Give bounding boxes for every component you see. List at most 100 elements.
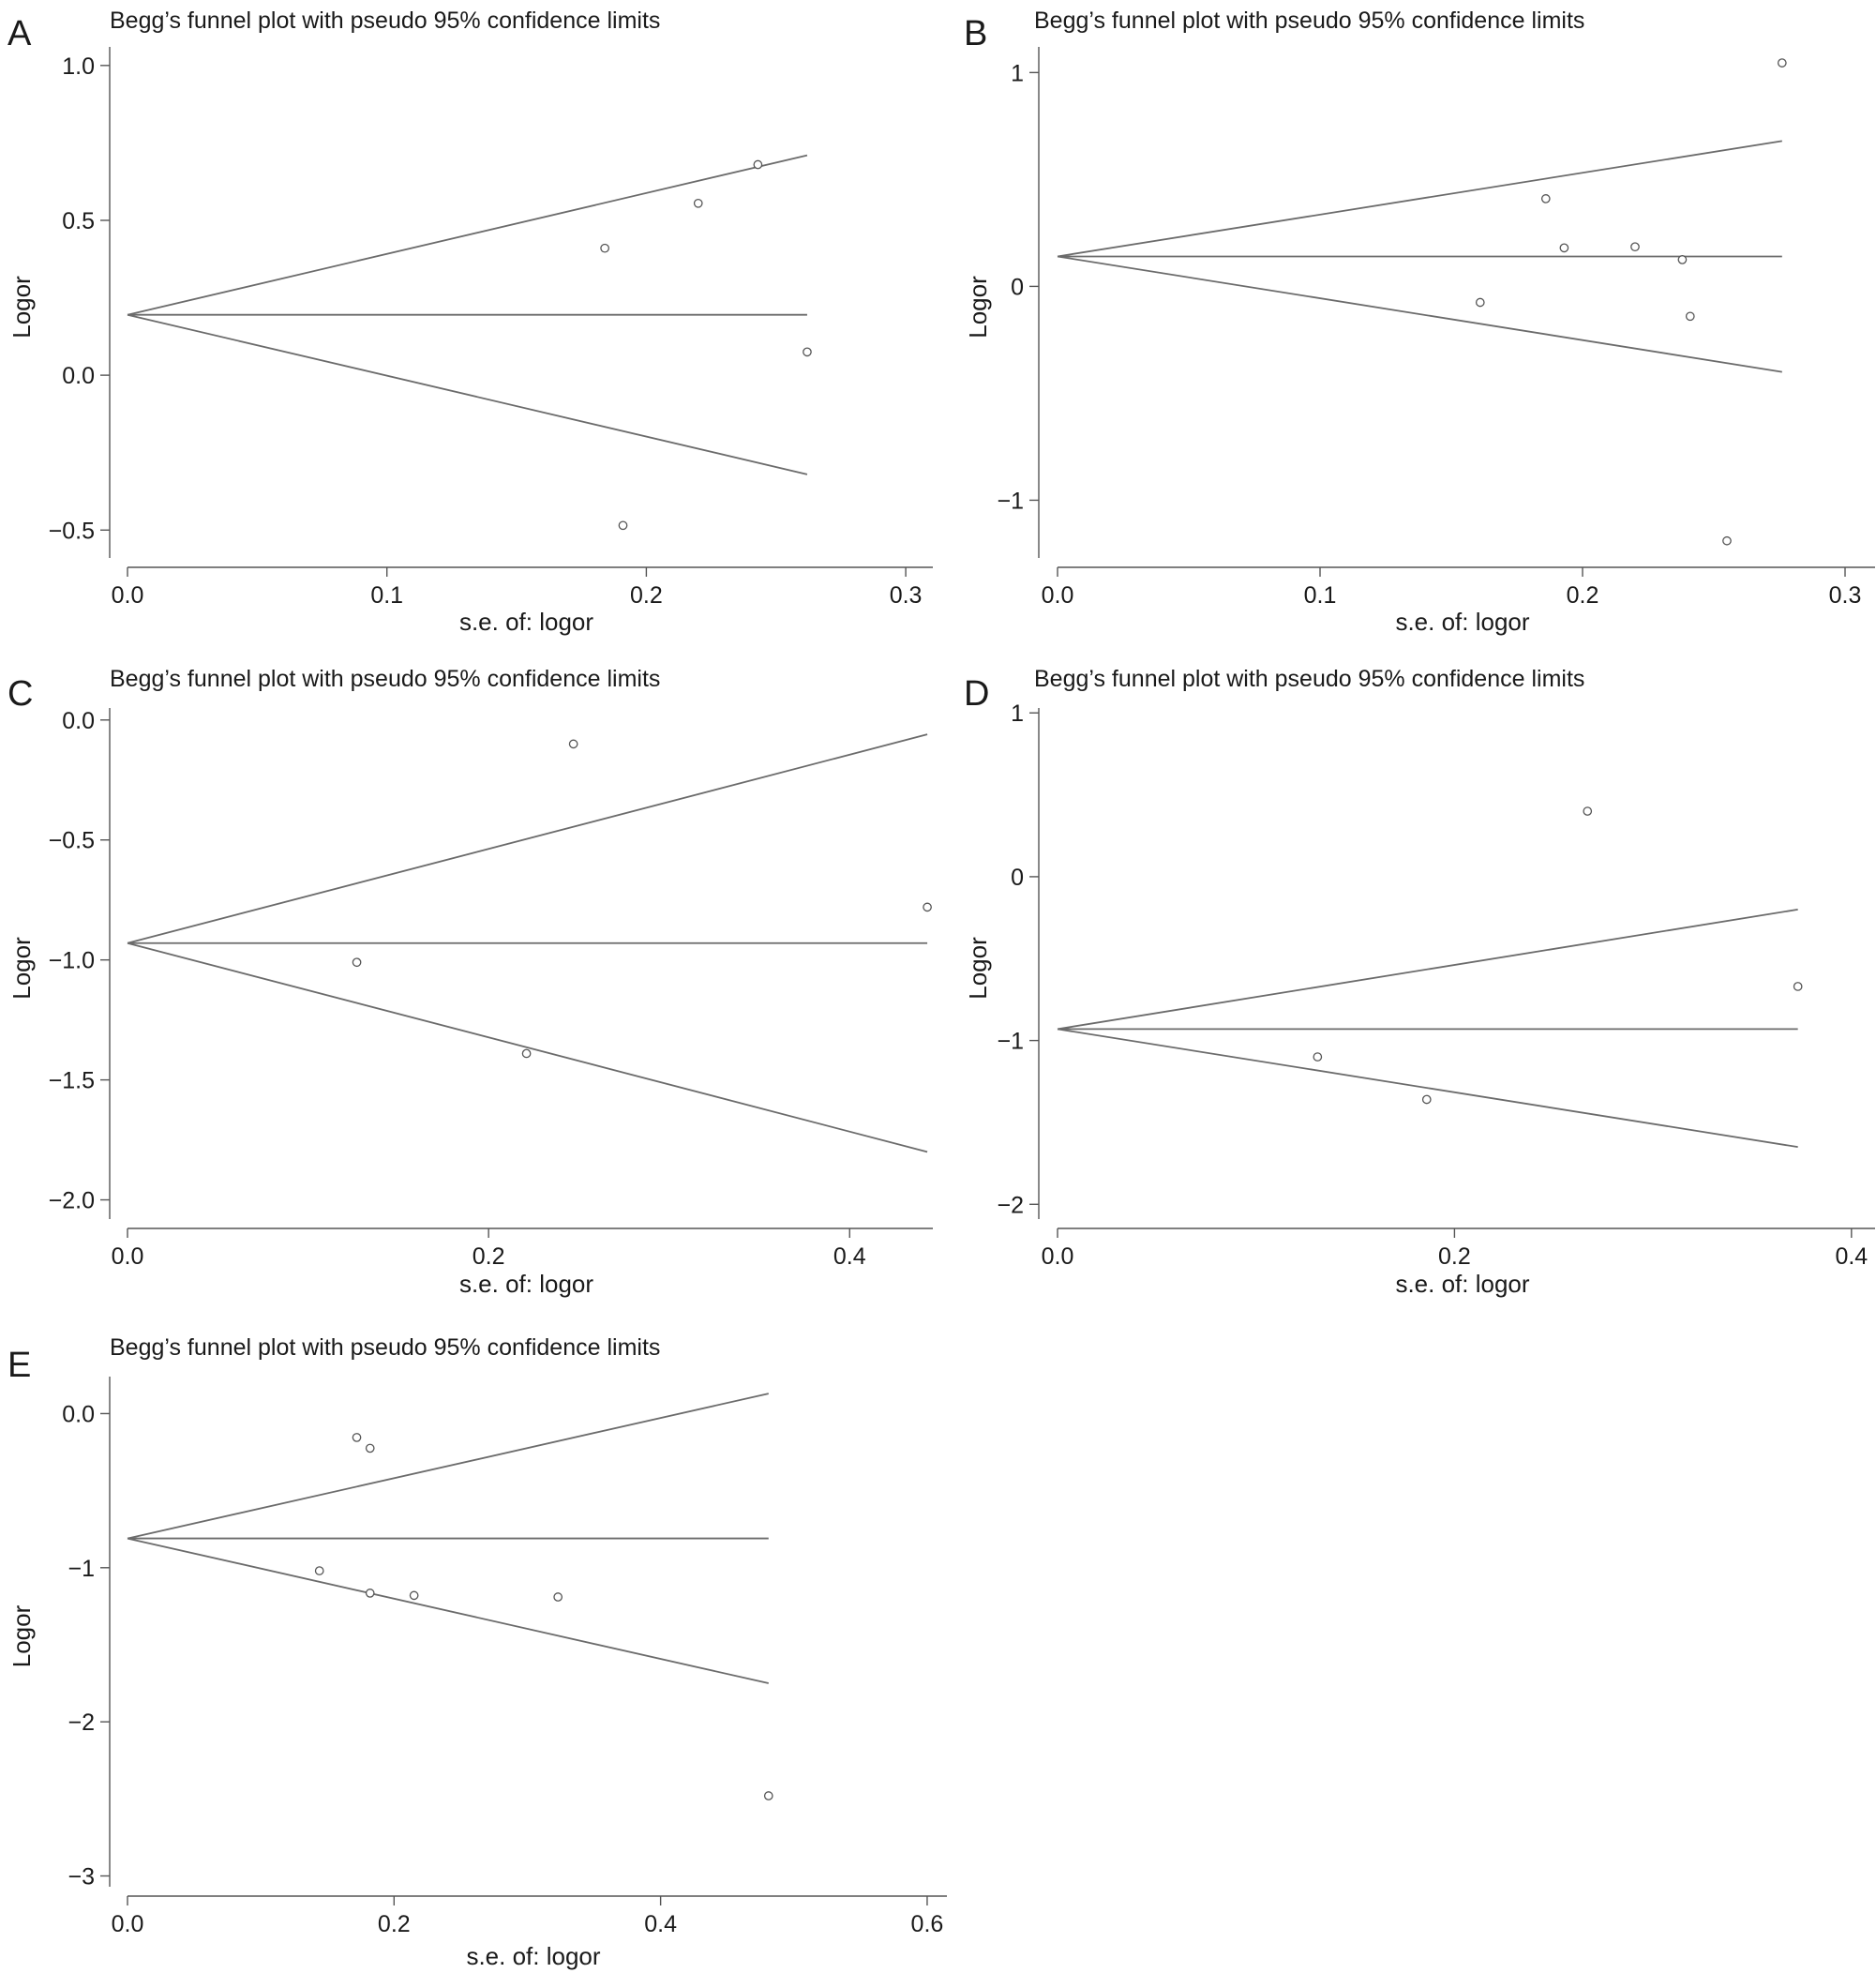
y-tick-label-b-1: 0	[1011, 274, 1024, 300]
chart-title-a: Begg’s funnel plot with pseudo 95% confi…	[110, 8, 660, 34]
x-tick-label-d-2: 0.4	[1835, 1243, 1868, 1270]
y-tick-label-e-2: −2	[68, 1709, 95, 1736]
y-axis-label-d: Logor	[964, 937, 992, 1000]
study-point-b-4	[1677, 255, 1688, 264]
x-axis-label-b: s.e. of: logor	[1395, 608, 1529, 636]
upper-confidence-limit-c	[127, 733, 928, 944]
study-point-e-6	[763, 1791, 773, 1800]
x-tick-label-e-0: 0.0	[112, 1911, 144, 1937]
study-point-b-2	[1559, 243, 1569, 253]
panel-e: E Begg’s funnel plot with pseudo 95% conf…	[8, 1334, 947, 1970]
lower-confidence-limit-c	[127, 941, 928, 1153]
y-tick-label-d-2: −1	[997, 1029, 1024, 1055]
x-axis-label-a: s.e. of: logor	[459, 608, 593, 636]
x-tick-label-a-0: 0.0	[112, 582, 144, 609]
y-axis-label-c: Logor	[8, 937, 36, 1000]
x-axis-label-e: s.e. of: logor	[466, 1942, 600, 1970]
x-tick-label-b-3: 0.3	[1829, 582, 1862, 609]
y-tick-label-d-0: 1	[1011, 700, 1024, 727]
study-point-a-4	[803, 347, 812, 357]
study-point-b-0	[1475, 297, 1485, 308]
study-point-a-0	[600, 243, 609, 253]
x-tick-label-b-0: 0.0	[1042, 582, 1074, 609]
chart-title-e: Begg’s funnel plot with pseudo 95% confi…	[110, 1334, 660, 1361]
study-point-e-3	[365, 1589, 375, 1598]
upper-confidence-limit-e	[127, 1393, 769, 1540]
panel-label-a: A	[8, 14, 32, 53]
lower-confidence-limit-e	[127, 1537, 769, 1684]
x-tick-label-a-1: 0.1	[370, 582, 403, 609]
y-tick-label-b-0: 1	[1011, 60, 1024, 86]
study-point-e-0	[314, 1566, 324, 1575]
y-tick-label-e-3: −3	[68, 1863, 95, 1890]
study-point-c-3	[923, 902, 932, 912]
x-tick-label-a-3: 0.3	[890, 582, 923, 609]
lower-confidence-limit-b	[1057, 255, 1782, 373]
x-tick-label-b-2: 0.2	[1567, 582, 1599, 609]
x-axis-label-c: s.e. of: logor	[459, 1270, 593, 1298]
x-tick-label-c-1: 0.2	[473, 1243, 505, 1270]
x-tick-label-d-1: 0.2	[1438, 1243, 1471, 1270]
y-tick-label-c-4: −2.0	[49, 1188, 95, 1214]
panel-label-b: B	[964, 14, 987, 53]
y-tick-label-e-0: 0.0	[62, 1401, 95, 1427]
y-tick-label-d-1: 0	[1011, 865, 1024, 891]
upper-confidence-limit-a	[127, 154, 808, 316]
panel-b: B Begg’s funnel plot with pseudo 95% conf…	[964, 8, 1875, 636]
y-tick-label-c-3: −1.5	[49, 1068, 95, 1094]
y-tick-label-b-2: −1	[997, 488, 1024, 514]
lower-confidence-limit-d	[1057, 1028, 1798, 1149]
study-point-d-3	[1793, 982, 1803, 991]
y-tick-label-d-3: −2	[997, 1192, 1024, 1218]
panel-label-d: D	[964, 674, 989, 714]
study-point-a-3	[753, 159, 763, 170]
panel-c: C Begg’s funnel plot with pseudo 95% conf…	[8, 666, 933, 1298]
study-point-d-2	[1583, 806, 1593, 816]
study-point-e-5	[553, 1592, 563, 1602]
study-point-b-5	[1685, 311, 1695, 322]
panel-label-c: C	[8, 674, 33, 714]
chart-title-d: Begg’s funnel plot with pseudo 95% confi…	[1034, 666, 1584, 692]
y-tick-label-c-2: −1.0	[49, 948, 95, 974]
study-point-b-7	[1777, 58, 1787, 68]
x-axis-label-d: s.e. of: logor	[1395, 1270, 1529, 1298]
chart-title-c: Begg’s funnel plot with pseudo 95% confi…	[110, 666, 660, 692]
y-tick-label-e-1: −1	[68, 1556, 95, 1582]
x-tick-label-b-1: 0.1	[1304, 582, 1337, 609]
panel-label-e: E	[8, 1346, 31, 1385]
study-point-e-2	[365, 1443, 375, 1453]
y-axis-label-a: Logor	[8, 276, 36, 339]
y-axis-label-e: Logor	[8, 1604, 36, 1667]
study-point-b-1	[1540, 194, 1551, 203]
x-tick-label-a-2: 0.2	[630, 582, 663, 609]
x-tick-label-e-1: 0.2	[378, 1911, 411, 1937]
x-tick-label-c-2: 0.4	[833, 1243, 866, 1270]
x-tick-label-d-0: 0.0	[1042, 1243, 1074, 1270]
study-point-d-1	[1421, 1094, 1432, 1105]
study-point-b-6	[1722, 535, 1732, 546]
y-axis-label-b: Logor	[964, 276, 992, 339]
upper-confidence-limit-b	[1057, 140, 1782, 258]
upper-confidence-limit-d	[1057, 908, 1798, 1031]
study-point-d-0	[1313, 1052, 1323, 1062]
study-point-e-1	[352, 1433, 362, 1442]
study-point-b-3	[1630, 242, 1640, 252]
study-point-c-1	[521, 1048, 532, 1059]
study-point-a-1	[618, 520, 628, 531]
chart-title-b: Begg’s funnel plot with pseudo 95% confi…	[1034, 8, 1584, 34]
study-point-a-2	[693, 198, 703, 208]
x-tick-label-e-3: 0.6	[911, 1911, 944, 1937]
panel-d: D Begg’s funnel plot with pseudo 95% conf…	[964, 666, 1875, 1298]
y-tick-label-a-1: 0.5	[62, 208, 95, 234]
y-tick-label-a-3: −0.5	[49, 518, 95, 544]
x-tick-label-e-2: 0.4	[644, 1911, 677, 1937]
panel-a: A Begg’s funnel plot with pseudo 95% conf…	[8, 8, 933, 636]
y-tick-label-c-0: 0.0	[62, 708, 95, 734]
study-point-c-0	[352, 957, 362, 968]
lower-confidence-limit-a	[127, 313, 808, 475]
study-point-c-2	[568, 739, 578, 749]
study-point-e-4	[409, 1590, 419, 1601]
y-tick-label-a-2: 0.0	[62, 363, 95, 389]
x-tick-label-c-0: 0.0	[112, 1243, 144, 1270]
